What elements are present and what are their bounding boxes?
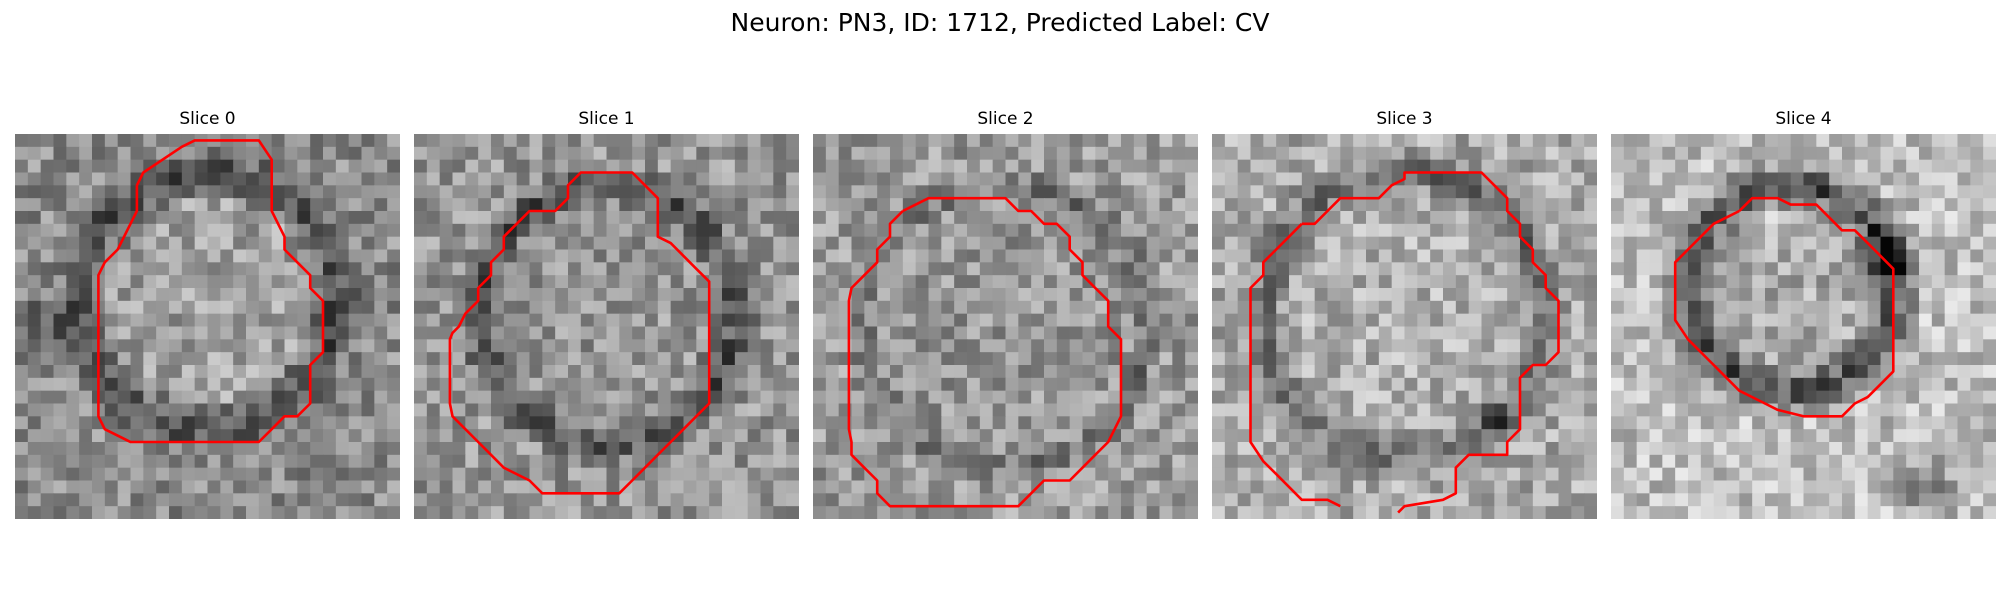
- slice-panel-4: Slice 4: [1611, 109, 1996, 521]
- segmentation-contour: [448, 171, 711, 495]
- slice-panel-2: Slice 2: [813, 109, 1198, 521]
- segmentation-contour: [847, 196, 1123, 508]
- slice-image: [1212, 134, 1597, 519]
- slice-image: [813, 134, 1198, 519]
- segmentation-contour: [97, 139, 325, 444]
- segmentation-contour: [1301, 171, 1560, 514]
- slice-title: Slice 1: [578, 109, 635, 129]
- slice-panel-0: Slice 0: [15, 109, 400, 521]
- slice-image: [414, 134, 799, 519]
- segmentation-contour: [1673, 196, 1895, 418]
- slice-image: [1611, 134, 1996, 519]
- slice-image: [15, 134, 400, 519]
- slice-title: Slice 2: [977, 109, 1034, 129]
- segmentation-contour: [1249, 222, 1341, 508]
- figure-title: Neuron: PN3, ID: 1712, Predicted Label: …: [730, 8, 1270, 37]
- slice-title: Slice 4: [1775, 109, 1832, 129]
- slice-panel-1: Slice 1: [414, 109, 799, 521]
- slice-title: Slice 0: [179, 109, 236, 129]
- slice-title: Slice 3: [1376, 109, 1433, 129]
- slice-panel-3: Slice 3: [1212, 109, 1597, 521]
